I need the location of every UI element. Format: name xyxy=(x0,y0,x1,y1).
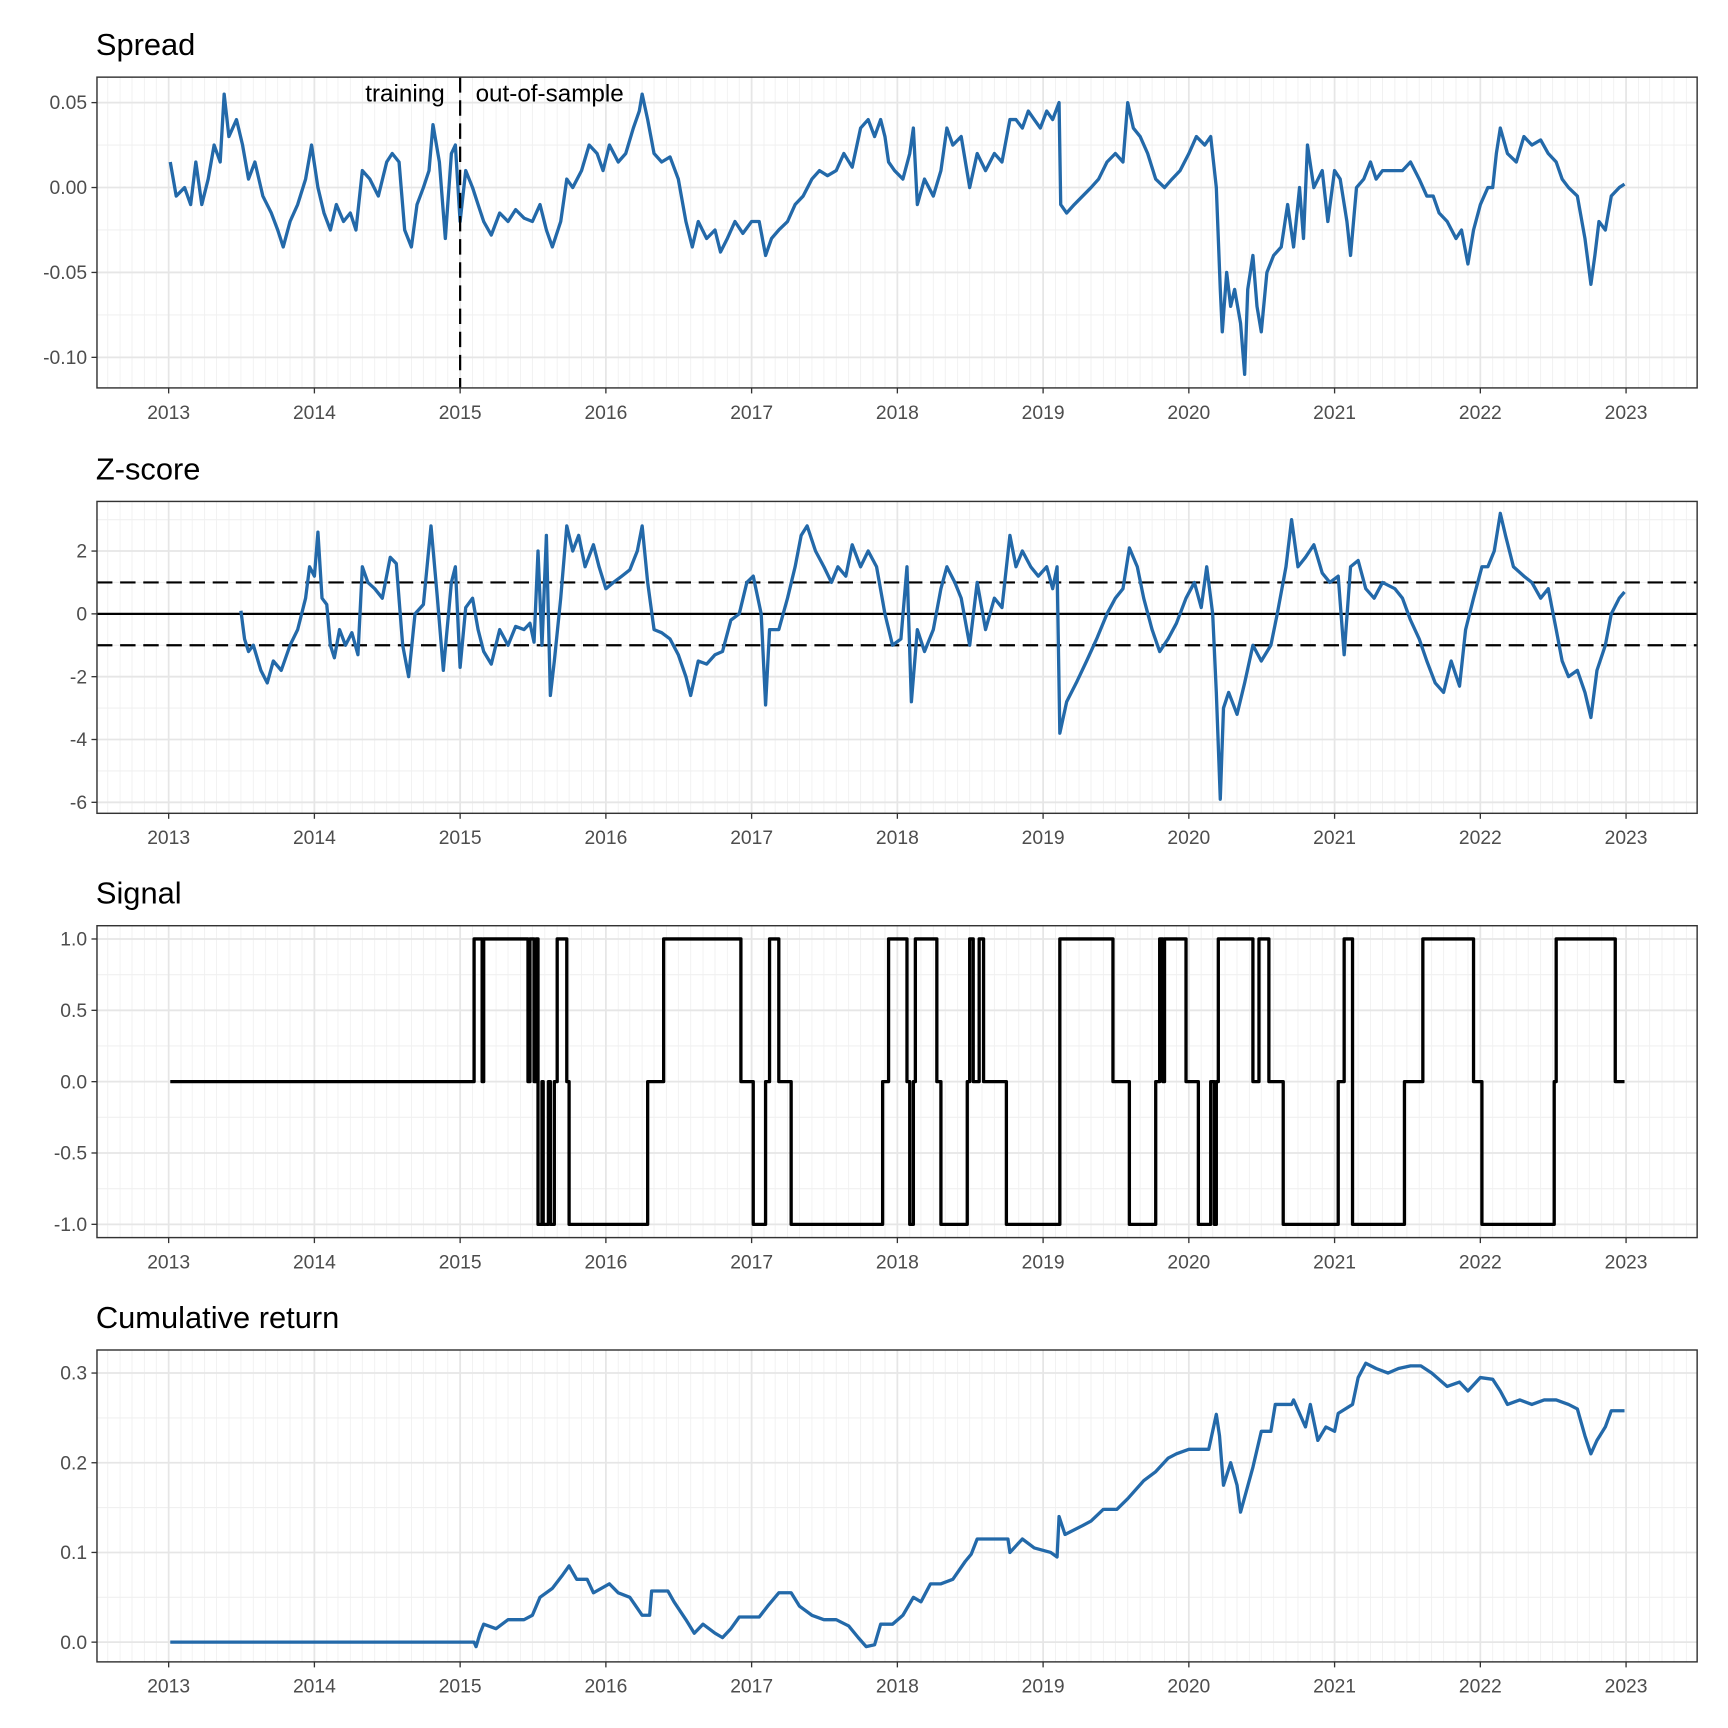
x-tick-label: 2014 xyxy=(293,828,336,849)
series-line xyxy=(170,937,1625,1227)
panel-z-score: 2013 2014 2015 2016 2017 2018 2019 2020 2021 2022… xyxy=(70,451,1698,849)
x-tick-label: 2021 xyxy=(1313,828,1356,849)
y-tick-label: 0.05 xyxy=(50,93,88,114)
x-tick-label: 2017 xyxy=(730,1252,773,1273)
panel-spread: 2013 2014 2015 2016 2017 2018 2019 2020 2021 2022… xyxy=(43,27,1698,424)
y-tick-label: -1.0 xyxy=(54,1215,87,1236)
series-line xyxy=(168,92,1626,377)
x-tick-label: 2023 xyxy=(1605,1252,1648,1273)
x-tick-label: 2015 xyxy=(439,828,482,849)
series-line xyxy=(170,1361,1625,1649)
x-tick-label: 2014 xyxy=(293,1252,336,1273)
y-tick-label: 0.2 xyxy=(60,1453,87,1474)
y-tick-label: -2 xyxy=(70,667,87,688)
x-tick-label: 2018 xyxy=(876,403,919,424)
panel-title: Z-score xyxy=(96,451,201,486)
y-tick-label: 0.0 xyxy=(60,1633,87,1654)
y-tick-label: 0 xyxy=(76,604,87,625)
x-tick-label: 2018 xyxy=(876,1252,919,1273)
x-tick-label: 2020 xyxy=(1167,828,1210,849)
y-tick-label: -0.10 xyxy=(43,348,87,369)
panel-border xyxy=(96,1349,1698,1663)
panel-signal: 2013 2014 2015 2016 2017 2018 2019 2020 2021 2022… xyxy=(54,876,1698,1273)
x-tick-label: 2016 xyxy=(584,828,627,849)
x-tick-label: 2013 xyxy=(147,1677,190,1698)
y-tick-label: -6 xyxy=(70,793,87,814)
panel-cumulative-return: 2013 2014 2015 2016 2017 2018 2019 2020 2021 2022… xyxy=(60,1300,1698,1698)
x-tick-label: 2020 xyxy=(1167,1252,1210,1273)
y-tick-label: 1.0 xyxy=(60,930,87,951)
x-tick-label: 2013 xyxy=(147,403,190,424)
x-tick-label: 2022 xyxy=(1459,1252,1502,1273)
x-tick-label: 2015 xyxy=(439,1677,482,1698)
panel-border xyxy=(96,924,1698,1239)
training-label: training xyxy=(365,80,444,107)
x-tick-label: 2013 xyxy=(147,828,190,849)
panel-title: Signal xyxy=(96,876,182,911)
x-tick-label: 2016 xyxy=(584,1677,627,1698)
x-tick-label: 2016 xyxy=(584,1252,627,1273)
x-tick-label: 2015 xyxy=(439,403,482,424)
y-tick-label: 0.00 xyxy=(50,178,88,199)
x-tick-label: 2013 xyxy=(147,1252,190,1273)
panel-border xyxy=(96,76,1698,389)
x-tick-label: 2019 xyxy=(1022,1677,1065,1698)
x-tick-label: 2020 xyxy=(1167,403,1210,424)
x-tick-label: 2022 xyxy=(1459,828,1502,849)
x-tick-label: 2018 xyxy=(876,1677,919,1698)
x-tick-label: 2014 xyxy=(293,403,336,424)
panel-title: Cumulative return xyxy=(96,1300,339,1335)
y-tick-label: -4 xyxy=(70,730,87,751)
y-tick-label: -0.5 xyxy=(54,1144,87,1165)
x-tick-label: 2015 xyxy=(439,1252,482,1273)
x-tick-label: 2023 xyxy=(1605,828,1648,849)
x-tick-label: 2019 xyxy=(1022,1252,1065,1273)
x-tick-label: 2016 xyxy=(584,403,627,424)
x-tick-label: 2023 xyxy=(1605,1677,1648,1698)
x-tick-label: 2022 xyxy=(1459,1677,1502,1698)
x-tick-label: 2021 xyxy=(1313,403,1356,424)
x-tick-label: 2020 xyxy=(1167,1677,1210,1698)
x-tick-label: 2021 xyxy=(1313,1677,1356,1698)
x-tick-label: 2019 xyxy=(1022,403,1065,424)
y-tick-label: 2 xyxy=(76,542,87,563)
y-tick-label: 0.3 xyxy=(60,1364,87,1385)
y-tick-label: 0.5 xyxy=(60,1001,87,1022)
y-tick-label: 0.0 xyxy=(60,1072,87,1093)
y-tick-label: 0.1 xyxy=(60,1543,87,1564)
x-tick-label: 2018 xyxy=(876,828,919,849)
x-tick-label: 2021 xyxy=(1313,1252,1356,1273)
out-of-sample-label: out-of-sample xyxy=(476,80,624,107)
x-tick-label: 2019 xyxy=(1022,828,1065,849)
panel-title: Spread xyxy=(96,27,195,62)
x-tick-label: 2023 xyxy=(1605,403,1648,424)
x-tick-label: 2017 xyxy=(730,828,773,849)
panel-border xyxy=(96,500,1698,815)
x-tick-label: 2014 xyxy=(293,1677,336,1698)
series-line xyxy=(239,511,1626,801)
y-tick-label: -0.05 xyxy=(43,263,87,284)
x-tick-label: 2017 xyxy=(730,1677,773,1698)
x-tick-label: 2022 xyxy=(1459,403,1502,424)
x-tick-label: 2017 xyxy=(730,403,773,424)
